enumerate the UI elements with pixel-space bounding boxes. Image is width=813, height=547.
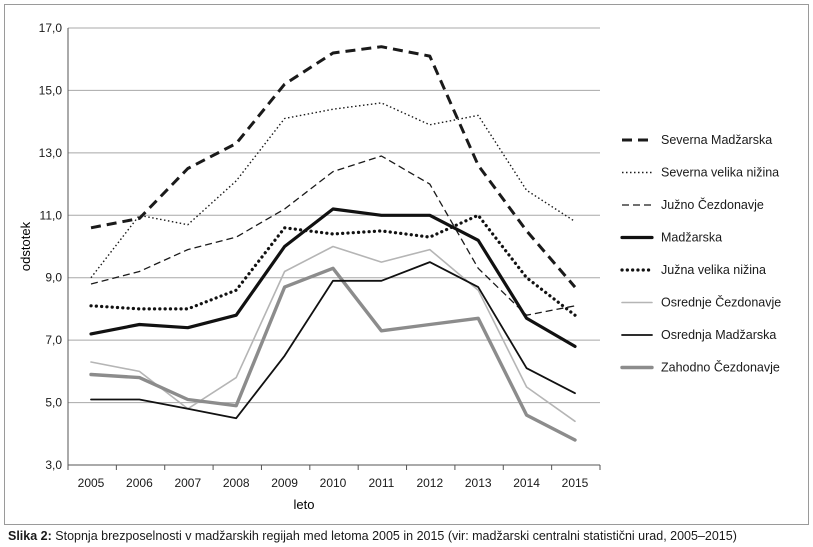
y-tick-label: 17,0 xyxy=(39,21,63,35)
x-tick-label: 2014 xyxy=(513,476,540,490)
caption-text: Stopnja brezposelnosti v madžarskih regi… xyxy=(51,529,737,543)
series-line xyxy=(90,155,576,316)
x-tick-label: 2010 xyxy=(320,476,347,490)
x-axis-label: leto xyxy=(293,497,314,512)
figure-caption: Slika 2: Stopnja brezposelnosti v madžar… xyxy=(8,529,737,543)
legend-label: Južno Čezdonavje xyxy=(661,197,764,212)
x-tick-label: 2013 xyxy=(465,476,492,490)
axes: 3,0 5,0 7,0 9,0 11,0 13,0 15,0 17,0 2005 2006 2007… xyxy=(39,21,601,490)
x-tick-label: 2009 xyxy=(271,476,298,490)
x-tick-label: 2012 xyxy=(416,476,443,490)
legend-label: Severna Madžarska xyxy=(661,133,772,147)
y-tick-label: 9,0 xyxy=(45,271,62,285)
series-line xyxy=(89,266,577,442)
x-tick-label: 2015 xyxy=(562,476,589,490)
x-tick-label: 2011 xyxy=(368,476,394,490)
legend-label: Osrednja Madžarska xyxy=(661,328,776,342)
line-chart: 3,0 5,0 7,0 9,0 11,0 13,0 15,0 17,0 2005 2006 2007… xyxy=(18,21,781,512)
legend-label: Osrednje Čezdonavje xyxy=(661,295,781,310)
series-line xyxy=(89,207,577,348)
series-line xyxy=(90,261,576,420)
legend-label: Južna velika nižina xyxy=(661,263,766,277)
series-line xyxy=(90,245,576,423)
y-tick-label: 15,0 xyxy=(39,83,63,97)
chart-frame xyxy=(4,4,809,525)
x-tick-label: 2007 xyxy=(174,476,201,490)
series-line xyxy=(90,45,577,289)
y-tick-label: 13,0 xyxy=(39,146,63,160)
series-line xyxy=(89,213,577,317)
legend-label: Madžarska xyxy=(661,231,722,245)
y-axis-label: odstotek xyxy=(18,221,33,271)
caption-label: Slika 2: xyxy=(8,529,52,543)
x-tick-label: 2006 xyxy=(126,476,153,490)
legend-label: Zahodno Čezdonavje xyxy=(661,360,780,375)
series-lines xyxy=(89,45,577,442)
x-tick-label: 2005 xyxy=(78,476,105,490)
x-tick-label: 2008 xyxy=(223,476,250,490)
y-tick-label: 3,0 xyxy=(45,458,62,472)
legend-label: Severna velika nižina xyxy=(661,166,779,180)
legend: Severna Madžarska Severna velika nižina Ju… xyxy=(620,133,781,375)
y-tick-label: 5,0 xyxy=(45,396,62,410)
y-tick-label: 11,0 xyxy=(40,208,63,222)
y-tick-label: 7,0 xyxy=(45,333,62,347)
series-line xyxy=(90,102,576,279)
